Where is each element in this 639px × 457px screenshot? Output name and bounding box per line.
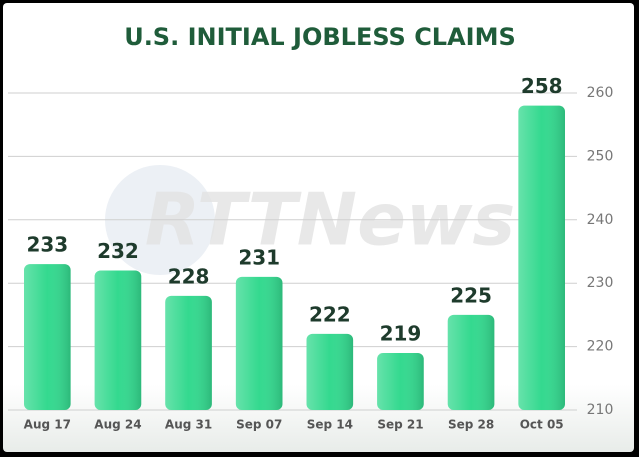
- x-tick-label: Sep 21: [377, 418, 423, 432]
- bar-shade: [235, 276, 283, 410]
- y-tick-label: 230: [587, 275, 614, 291]
- value-label: 258: [521, 74, 563, 98]
- value-label: 222: [309, 302, 351, 326]
- value-label: 228: [168, 264, 210, 288]
- y-tick-label: 260: [587, 85, 614, 101]
- bar-shade: [377, 352, 424, 410]
- x-tick-label: Sep 28: [448, 418, 494, 432]
- y-tick-label: 220: [587, 339, 614, 355]
- value-label: 231: [238, 245, 280, 269]
- x-tick-label: Aug 24: [94, 418, 141, 432]
- x-tick-label: Sep 14: [307, 418, 353, 432]
- y-tick-label: 250: [587, 148, 614, 164]
- bar-shade: [94, 270, 142, 410]
- bar-shade: [165, 295, 212, 410]
- value-label: 233: [26, 233, 68, 257]
- value-label: 225: [450, 283, 492, 307]
- chart-title: U.S. INITIAL JOBLESS CLAIMS: [124, 23, 516, 51]
- value-label: 232: [97, 239, 139, 263]
- bar-shade: [518, 105, 565, 411]
- bar-shade: [24, 264, 71, 410]
- y-tick-label: 210: [587, 402, 614, 418]
- value-label: 219: [380, 321, 422, 345]
- x-tick-label: Oct 05: [520, 418, 564, 432]
- bar-shade: [447, 314, 495, 410]
- y-tick-label: 240: [587, 212, 614, 228]
- bar-shade: [306, 333, 354, 410]
- x-tick-label: Aug 31: [165, 418, 212, 432]
- x-tick-label: Sep 07: [236, 418, 282, 432]
- x-tick-label: Aug 17: [24, 418, 71, 432]
